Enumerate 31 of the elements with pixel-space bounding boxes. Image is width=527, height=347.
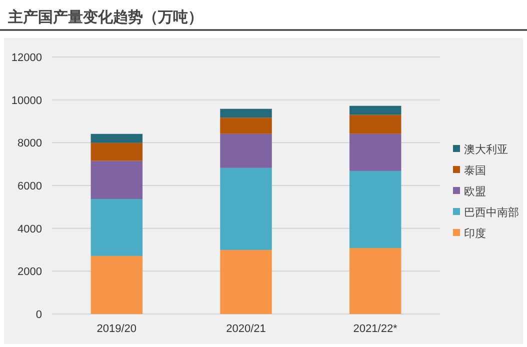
bar	[220, 134, 272, 168]
bar	[220, 118, 272, 134]
x-tick-label: 2021/22*	[353, 323, 398, 335]
x-tick-label: 2020/21	[226, 323, 266, 335]
bar	[90, 134, 143, 143]
bar	[349, 114, 402, 134]
y-tick-label: 10000	[11, 94, 42, 107]
bar	[220, 108, 272, 118]
bar	[220, 250, 272, 314]
bar	[349, 170, 402, 248]
legend-label: 欧盟	[464, 186, 486, 198]
y-tick-label: 8000	[18, 138, 42, 150]
legend-label: 印度	[464, 227, 486, 240]
bar	[90, 142, 143, 161]
x-tick-label: 2019/20	[96, 323, 137, 335]
bar	[90, 256, 143, 314]
chart-title: 主产国产量变化趋势（万吨）	[7, 8, 203, 26]
legend-label: 巴西中南部	[464, 206, 519, 219]
bar	[90, 198, 143, 256]
bar	[220, 168, 272, 250]
y-tick-label: 6000	[18, 180, 42, 192]
bar	[349, 248, 402, 314]
y-tick-label: 2000	[18, 266, 42, 278]
bar	[349, 134, 402, 171]
bar	[90, 160, 143, 199]
legend-label: 澳大利亚	[464, 143, 508, 156]
y-tick-label: 0	[36, 309, 42, 321]
legend-label: 泰国	[464, 165, 486, 177]
bar	[349, 106, 402, 115]
y-tick-label: 4000	[18, 223, 42, 236]
y-tick-label: 12000	[11, 52, 42, 64]
